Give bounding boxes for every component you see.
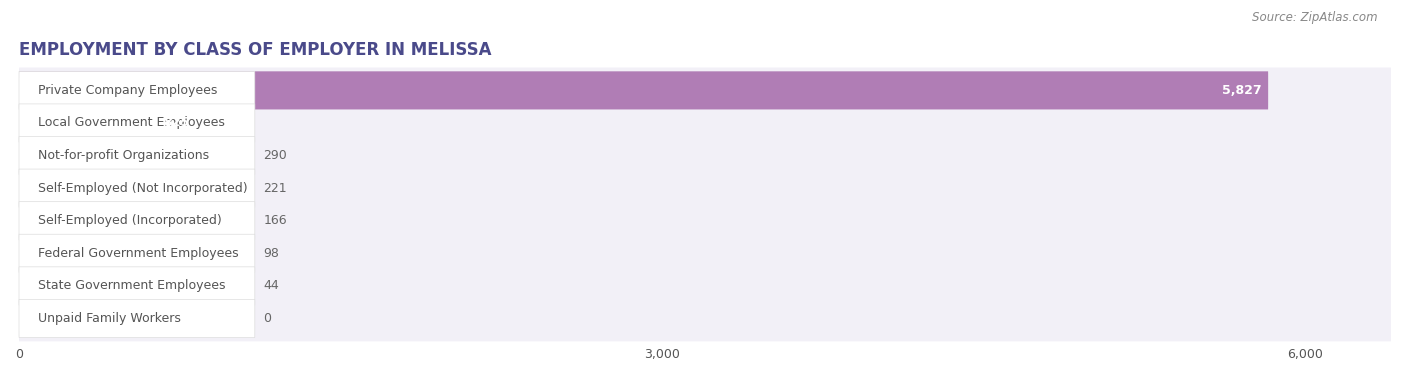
FancyBboxPatch shape: [20, 136, 82, 174]
Text: 98: 98: [263, 247, 280, 260]
FancyBboxPatch shape: [20, 136, 254, 174]
FancyBboxPatch shape: [20, 296, 1391, 341]
FancyBboxPatch shape: [20, 267, 28, 305]
FancyBboxPatch shape: [20, 169, 254, 207]
Text: 221: 221: [263, 182, 287, 195]
FancyBboxPatch shape: [20, 202, 55, 240]
FancyBboxPatch shape: [20, 267, 254, 305]
FancyBboxPatch shape: [20, 230, 1391, 276]
Text: Unpaid Family Workers: Unpaid Family Workers: [38, 312, 181, 325]
Text: 825: 825: [163, 117, 190, 129]
FancyBboxPatch shape: [20, 202, 254, 240]
Text: EMPLOYMENT BY CLASS OF EMPLOYER IN MELISSA: EMPLOYMENT BY CLASS OF EMPLOYER IN MELIS…: [20, 41, 492, 59]
FancyBboxPatch shape: [20, 165, 1391, 211]
Text: Self-Employed (Incorporated): Self-Employed (Incorporated): [38, 214, 222, 227]
Text: Federal Government Employees: Federal Government Employees: [38, 247, 239, 260]
FancyBboxPatch shape: [20, 234, 39, 272]
Text: 166: 166: [263, 214, 287, 227]
Text: Source: ZipAtlas.com: Source: ZipAtlas.com: [1253, 11, 1378, 24]
Text: Not-for-profit Organizations: Not-for-profit Organizations: [38, 149, 209, 162]
FancyBboxPatch shape: [20, 234, 254, 272]
FancyBboxPatch shape: [20, 263, 1391, 309]
Text: 44: 44: [263, 279, 280, 293]
Text: Self-Employed (Not Incorporated): Self-Employed (Not Incorporated): [38, 182, 247, 195]
FancyBboxPatch shape: [20, 71, 254, 109]
Text: 0: 0: [263, 312, 271, 325]
FancyBboxPatch shape: [20, 100, 1391, 146]
FancyBboxPatch shape: [20, 169, 66, 207]
FancyBboxPatch shape: [20, 133, 1391, 179]
Text: State Government Employees: State Government Employees: [38, 279, 225, 293]
FancyBboxPatch shape: [20, 71, 1268, 109]
FancyBboxPatch shape: [20, 198, 1391, 244]
Text: 290: 290: [263, 149, 287, 162]
FancyBboxPatch shape: [20, 104, 195, 142]
Text: Private Company Employees: Private Company Employees: [38, 84, 218, 97]
FancyBboxPatch shape: [20, 68, 1391, 113]
FancyBboxPatch shape: [20, 104, 254, 142]
Text: Local Government Employees: Local Government Employees: [38, 117, 225, 129]
FancyBboxPatch shape: [20, 299, 254, 338]
Text: 5,827: 5,827: [1222, 84, 1261, 97]
